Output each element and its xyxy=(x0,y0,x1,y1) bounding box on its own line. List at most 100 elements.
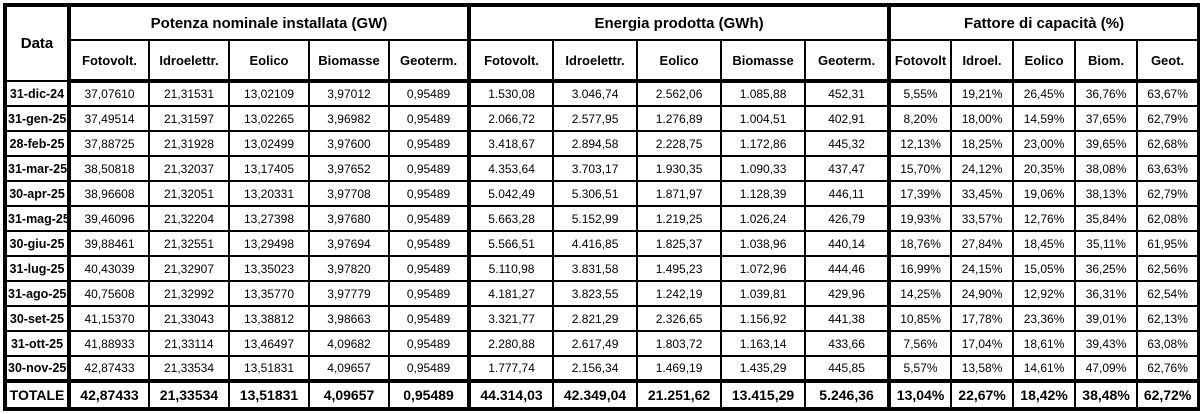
date-cell: 31-mag-25 xyxy=(4,205,70,232)
data-cell: 15,70% xyxy=(887,155,953,182)
column-header: Eolico xyxy=(228,39,310,83)
data-cell: 19,93% xyxy=(887,205,953,232)
column-header: Fotovolt. xyxy=(467,39,555,83)
data-cell: 13,46497 xyxy=(228,330,310,357)
data-cell: 3.321,77 xyxy=(467,305,555,332)
data-cell: 2.894,58 xyxy=(552,130,639,157)
total-cell: 13,51831 xyxy=(228,379,310,410)
data-cell: 62,79% xyxy=(1136,180,1200,207)
date-cell: 31-ott-25 xyxy=(4,330,70,357)
data-cell: 1.930,35 xyxy=(636,155,723,182)
data-cell: 38,96608 xyxy=(67,180,150,207)
data-cell: 18,76% xyxy=(887,230,953,257)
date-cell: 31-dic-24 xyxy=(4,80,70,107)
data-cell: 23,00% xyxy=(1012,130,1077,157)
data-cell: 13,02109 xyxy=(228,80,310,107)
data-cell: 21,32051 xyxy=(148,180,230,207)
data-cell: 3.418,67 xyxy=(467,130,555,157)
data-cell: 1.495,23 xyxy=(636,255,723,282)
data-cell: 440,14 xyxy=(804,230,891,257)
data-cell: 35,84% xyxy=(1074,205,1139,232)
data-cell: 39,43% xyxy=(1074,330,1139,357)
column-header: Biomasse xyxy=(308,39,390,83)
data-cell: 62,13% xyxy=(1136,305,1200,332)
column-header: Biom. xyxy=(1074,39,1139,83)
data-cell: 41,88933 xyxy=(67,330,150,357)
data-cell: 19,21% xyxy=(950,80,1015,107)
column-header: Fotovolt. xyxy=(67,39,150,83)
table-row: 31-ago-25 40,75608 21,32992 13,35770 3,97779… xyxy=(4,280,1200,307)
data-cell: 14,25% xyxy=(887,280,953,307)
data-cell: 1.038,96 xyxy=(720,230,807,257)
data-cell: 2.577,95 xyxy=(552,105,639,132)
data-cell: 47,09% xyxy=(1074,355,1139,382)
data-cell: 1.026,24 xyxy=(720,205,807,232)
data-cell: 4.181,27 xyxy=(467,280,555,307)
data-cell: 18,00% xyxy=(950,105,1015,132)
data-cell: 433,66 xyxy=(804,330,891,357)
date-cell: 30-giu-25 xyxy=(4,230,70,257)
data-cell: 0,95489 xyxy=(387,180,471,207)
data-cell: 13,02499 xyxy=(228,130,310,157)
data-cell: 27,84% xyxy=(950,230,1015,257)
data-cell: 40,75608 xyxy=(67,280,150,307)
data-cell: 1.085,88 xyxy=(720,80,807,107)
data-cell: 2.617,49 xyxy=(552,330,639,357)
date-cell: 31-mar-25 xyxy=(4,155,70,182)
data-cell: 2.156,34 xyxy=(552,355,639,382)
data-cell: 24,12% xyxy=(950,155,1015,182)
data-cell: 21,32204 xyxy=(148,205,230,232)
data-cell: 13,20331 xyxy=(228,180,310,207)
data-cell: 2.562,06 xyxy=(636,80,723,107)
data-cell: 20,35% xyxy=(1012,155,1077,182)
column-header: Idroel. xyxy=(950,39,1015,83)
data-cell: 0,95489 xyxy=(387,230,471,257)
table-row: 30-set-25 41,15370 21,33043 13,38812 3,98663… xyxy=(4,305,1200,332)
total-cell: 44.314,03 xyxy=(467,379,555,410)
data-cell: 13,35770 xyxy=(228,280,310,307)
column-header: Geoterm. xyxy=(387,39,471,83)
data-cell: 13,35023 xyxy=(228,255,310,282)
data-cell: 13,02265 xyxy=(228,105,310,132)
column-header: Idroelettr. xyxy=(148,39,230,83)
data-cell: 1.469,19 xyxy=(636,355,723,382)
data-cell: 21,31597 xyxy=(148,105,230,132)
data-cell: 1.435,29 xyxy=(720,355,807,382)
data-cell: 3.831,58 xyxy=(552,255,639,282)
data-cell: 426,79 xyxy=(804,205,891,232)
data-cell: 13,58% xyxy=(950,355,1015,382)
total-cell: 13.415,29 xyxy=(720,379,807,410)
column-header: Geot. xyxy=(1136,39,1200,83)
data-cell: 10,85% xyxy=(887,305,953,332)
data-cell: 13,29498 xyxy=(228,230,310,257)
date-cell: 31-gen-25 xyxy=(4,105,70,132)
data-cell: 37,65% xyxy=(1074,105,1139,132)
data-cell: 38,08% xyxy=(1074,155,1139,182)
data-cell: 62,79% xyxy=(1136,105,1200,132)
data-cell: 0,95489 xyxy=(387,355,471,382)
data-cell: 437,47 xyxy=(804,155,891,182)
data-cell: 23,36% xyxy=(1012,305,1077,332)
total-cell: 62,72% xyxy=(1136,379,1200,410)
total-cell: 42.349,04 xyxy=(552,379,639,410)
data-cell: 3,97779 xyxy=(308,280,390,307)
column-header-data: Data xyxy=(4,4,70,82)
data-cell: 36,76% xyxy=(1074,80,1139,107)
data-cell: 2.280,88 xyxy=(467,330,555,357)
data-cell: 17,78% xyxy=(950,305,1015,332)
data-cell: 41,15370 xyxy=(67,305,150,332)
table-row: 31-gen-25 37,49514 21,31597 13,02265 3,96982… xyxy=(4,105,1200,132)
data-cell: 61,95% xyxy=(1136,230,1200,257)
data-cell: 4.416,85 xyxy=(552,230,639,257)
data-cell: 39,46096 xyxy=(67,205,150,232)
data-cell: 2.066,72 xyxy=(467,105,555,132)
data-cell: 445,85 xyxy=(804,355,891,382)
total-cell: 0,95489 xyxy=(387,379,471,410)
date-cell: 31-lug-25 xyxy=(4,255,70,282)
data-cell: 15,05% xyxy=(1012,255,1077,282)
data-cell: 33,45% xyxy=(950,180,1015,207)
total-cell: 38,48% xyxy=(1074,379,1139,410)
table-row: 30-apr-25 38,96608 21,32051 13,20331 3,97708… xyxy=(4,180,1200,207)
table-row: 31-ott-25 41,88933 21,33114 13,46497 4,09682… xyxy=(4,330,1200,357)
data-cell: 0,95489 xyxy=(387,280,471,307)
